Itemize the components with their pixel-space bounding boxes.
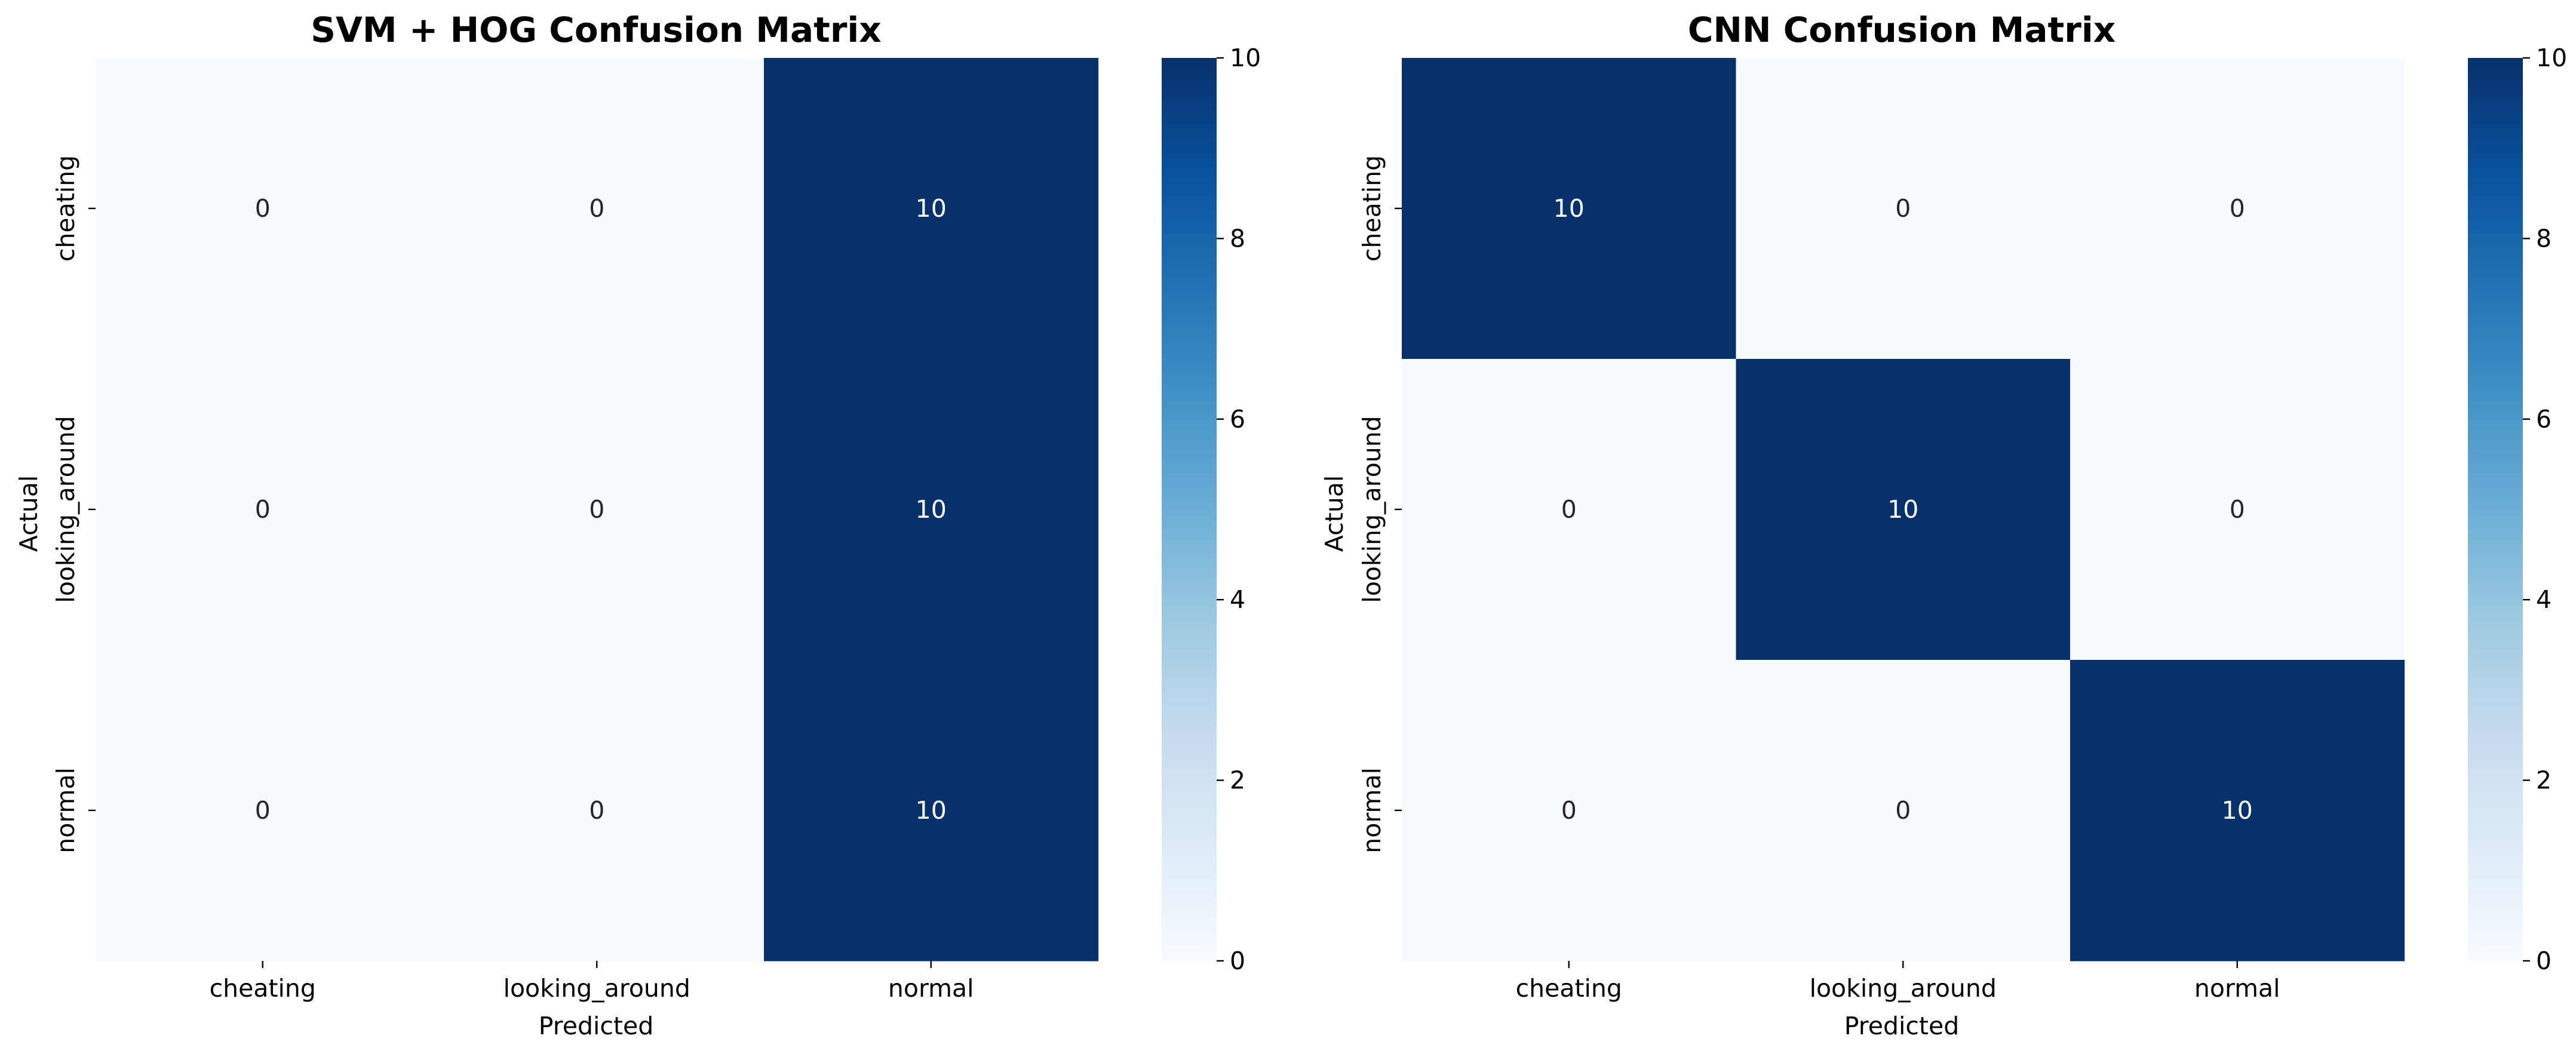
svm-hog-confusion-matrix: SVM + HOG Confusion Matrix 0 0 100 0 100 0 10 … <box>14 10 1261 1040</box>
cell-value-label: 0 <box>1561 495 1577 524</box>
cell-value-label: 0 <box>1895 194 1911 223</box>
chart-title: CNN Confusion Matrix <box>1688 10 2116 50</box>
heatmap-cell <box>764 660 1099 961</box>
colorbar-tick-label: 10 <box>2536 44 2567 72</box>
colorbar-tick-label: 6 <box>1230 405 1245 434</box>
heatmap-cell <box>764 359 1099 660</box>
colorbar-tick-label: 4 <box>1230 585 1245 614</box>
heatmap-cells: 10 0 0 0 10 0 0 0 10 <box>1402 58 2405 961</box>
heatmap-cell <box>2070 58 2405 359</box>
heatmap-cell <box>96 359 431 660</box>
cell-value-label: 0 <box>589 495 604 524</box>
x-tick-labels: cheating looking_around normal <box>1516 961 2280 1003</box>
x-tick-label: normal <box>2194 974 2280 1003</box>
y-tick-label: looking_around <box>51 416 80 603</box>
cell-value-label: 10 <box>2222 796 2253 825</box>
cell-value-label: 10 <box>1553 194 1585 223</box>
cell-value-label: 0 <box>589 194 604 223</box>
y-tick-label: cheating <box>1358 155 1386 262</box>
cell-value-label: 0 <box>2230 194 2245 223</box>
heatmap-cell <box>764 58 1099 359</box>
colorbar: 0 2 4 6 8 10 <box>2468 44 2567 975</box>
x-tick-label: normal <box>888 974 974 1003</box>
heatmap-cell <box>1402 660 1737 961</box>
heatmap-cell <box>429 359 764 660</box>
colorbar-tick-label: 4 <box>2536 585 2552 614</box>
heatmap-cell <box>429 58 764 359</box>
heatmap-cell <box>1736 359 2071 660</box>
cell-value-label: 0 <box>1895 796 1911 825</box>
y-tick-label: cheating <box>51 155 80 262</box>
x-tick-label: looking_around <box>1810 974 1997 1003</box>
cnn-confusion-matrix: CNN Confusion Matrix 10 0 0 0 10 0 0 0 10 cheati… <box>1320 10 2567 1040</box>
heatmap-cell <box>1402 58 1737 359</box>
chart-title: SVM + HOG Confusion Matrix <box>311 10 881 50</box>
y-tick-label: normal <box>51 767 80 853</box>
cell-value-label: 0 <box>1561 796 1577 825</box>
cell-value-label: 0 <box>255 495 271 524</box>
heatmap-cell <box>429 660 764 961</box>
cell-value-label: 0 <box>255 194 271 223</box>
y-axis-label: Actual <box>1320 475 1349 552</box>
colorbar-tick-label: 10 <box>1230 44 1261 72</box>
heatmap-cell <box>1736 58 2071 359</box>
colorbar-tick-label: 2 <box>2536 766 2552 795</box>
heatmap-cell <box>2070 660 2405 961</box>
colorbar-tick-label: 8 <box>2536 224 2552 253</box>
cell-value-label: 10 <box>916 495 947 524</box>
heatmap-cell <box>1736 660 2071 961</box>
heatmap-cell <box>96 58 431 359</box>
cell-value-label: 10 <box>1887 495 1918 524</box>
colorbar-ticks: 0 2 4 6 8 10 <box>1217 44 1261 975</box>
x-tick-label: cheating <box>1516 974 1622 1003</box>
colorbar-tick-label: 0 <box>1230 947 1245 975</box>
cell-value-label: 10 <box>916 194 947 223</box>
x-axis-label: Predicted <box>1844 1012 1959 1040</box>
cell-value-label: 0 <box>2230 495 2245 524</box>
heatmap-cells: 0 0 10 0 0 10 0 0 10 <box>96 58 1099 961</box>
cell-value-label: 0 <box>255 796 271 825</box>
colorbar-tick-label: 6 <box>2536 405 2552 434</box>
x-axis-label: Predicted <box>539 1012 653 1040</box>
heatmap-cell <box>1402 359 1737 660</box>
colorbar-gradient <box>1162 58 1217 961</box>
heatmap-cell <box>2070 359 2405 660</box>
colorbar-ticks: 0 2 4 6 8 10 <box>2523 44 2567 975</box>
y-tick-label: normal <box>1358 767 1386 853</box>
colorbar-tick-label: 2 <box>1230 766 1245 795</box>
x-tick-label: cheating <box>210 974 316 1003</box>
y-tick-label: looking_around <box>1358 416 1386 603</box>
cell-value-label: 10 <box>916 796 947 825</box>
colorbar: 0 2 4 6 8 10 <box>1162 44 1261 975</box>
colorbar-tick-label: 0 <box>2536 947 2552 975</box>
cell-value-label: 0 <box>589 796 604 825</box>
x-tick-label: looking_around <box>503 974 690 1003</box>
heatmap-cell <box>96 660 431 961</box>
colorbar-gradient <box>2468 58 2523 961</box>
y-axis-label: Actual <box>14 475 43 552</box>
colorbar-tick-label: 8 <box>1230 224 1245 253</box>
x-tick-labels: cheating looking_around normal <box>210 961 974 1003</box>
